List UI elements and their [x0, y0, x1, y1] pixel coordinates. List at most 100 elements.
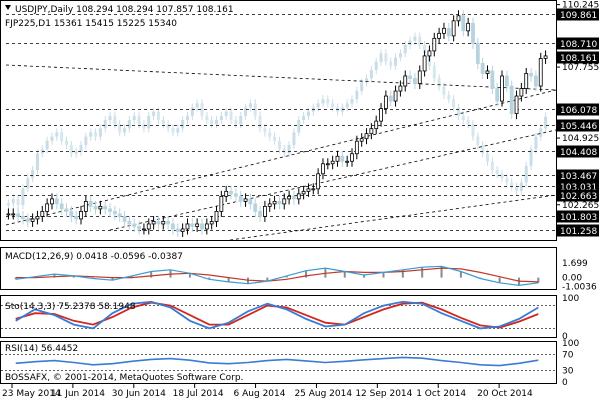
fjp225-candle — [287, 145, 291, 154]
x-tick-label: 11 Jun 2014 — [51, 389, 105, 399]
fjp225-candle — [11, 199, 15, 204]
fjp225-candle — [35, 153, 39, 170]
usdjpy-candle — [151, 221, 156, 225]
usdjpy-candle — [88, 200, 93, 207]
level-label-box — [557, 224, 599, 237]
usdjpy-candle — [393, 90, 398, 102]
main-tick-label: 110.245 — [562, 1, 599, 11]
level-label-box — [557, 169, 599, 182]
level-label-box — [557, 189, 599, 202]
fjp225-candle — [355, 90, 359, 100]
usdjpy-candle — [519, 88, 524, 97]
fjp225-candle — [519, 182, 523, 191]
fjp225-candle — [379, 53, 383, 62]
usdjpy-candle — [6, 213, 11, 216]
level-label: 101.803 — [560, 213, 597, 223]
usdjpy-candle — [350, 153, 354, 162]
usdjpy-candle — [229, 190, 233, 195]
trendline-upper — [5, 64, 557, 91]
fjp225-candle — [142, 124, 146, 129]
fjp225-candle — [6, 203, 10, 206]
usdjpy-candle — [379, 108, 383, 122]
usdjpy-candle — [437, 32, 442, 39]
fjp225-candle — [127, 120, 131, 129]
fjp225-candle — [452, 99, 456, 108]
fjp225-candle — [277, 140, 281, 150]
fjp225-candle — [156, 111, 160, 120]
fjp225-candle — [50, 136, 54, 141]
usdjpy-candle — [180, 228, 185, 232]
trendline-channel-top — [5, 89, 557, 226]
usdjpy-candle — [185, 223, 190, 230]
fjp225-candle — [418, 36, 422, 45]
usdjpy-candle — [369, 128, 374, 135]
collapse-triangle-icon[interactable] — [5, 5, 11, 10]
fjp225-candle — [181, 120, 185, 129]
usdjpy-candle — [383, 95, 388, 109]
fjp225-candle — [466, 120, 470, 125]
fjp225-candle — [471, 124, 475, 137]
fjp225-candle — [544, 116, 548, 129]
fjp225-candle — [190, 107, 194, 116]
usdjpy-candle — [243, 198, 248, 202]
fjp225-candle — [456, 107, 460, 116]
fjp225-candle — [16, 199, 20, 205]
usdjpy-candle — [258, 211, 262, 217]
x-tick-label: 25 Aug 2014 — [294, 389, 352, 399]
fjp225-candle — [74, 151, 78, 154]
fjp225-candle — [515, 186, 519, 191]
usdjpy-candle — [171, 223, 175, 230]
fjp225-candle — [476, 136, 480, 145]
fjp225-candle — [79, 145, 83, 152]
rsi-tick-label: 0 — [562, 378, 568, 388]
usdjpy-candle — [509, 85, 514, 115]
usdjpy-candle — [301, 190, 306, 195]
usdjpy-candle — [209, 221, 214, 225]
rsi-panel-frame — [0, 341, 557, 384]
usdjpy-candle — [224, 190, 229, 197]
horizontal-levels — [6, 14, 556, 231]
usdjpy-candle — [422, 55, 427, 72]
usdjpy-candle — [64, 208, 69, 212]
usdjpy-candle — [54, 198, 59, 205]
usdjpy-candle — [93, 205, 98, 210]
usdjpy-candle — [388, 95, 393, 102]
rsi-series — [1, 354, 556, 371]
fjp225-candle — [84, 136, 88, 145]
usdjpy-candle — [446, 27, 451, 37]
fjp225-candle — [331, 103, 335, 108]
fjp225-candle — [176, 128, 180, 133]
level-label: 105.446 — [560, 122, 597, 132]
fjp225-candle — [219, 115, 223, 120]
fjp225-candle — [529, 149, 533, 166]
fjp225-candle — [69, 145, 73, 154]
usdjpy-candle — [127, 221, 132, 225]
level-label-box — [557, 103, 599, 116]
usdjpy-candle — [432, 37, 437, 52]
usdjpy-candle — [306, 188, 311, 192]
x-tick-label: 23 May 2014 — [2, 389, 61, 399]
macd-panel-frame — [0, 247, 557, 290]
fjp225-candle — [60, 132, 64, 141]
usdjpy-candle — [325, 163, 330, 166]
trendline-channel-bottom — [229, 194, 557, 241]
usdjpy-candle — [214, 211, 219, 222]
usdjpy-candle — [272, 200, 277, 205]
fjp225-candle — [64, 140, 68, 145]
usdjpy-candle — [359, 138, 364, 142]
x-tick-label: 6 Aug 2014 — [234, 389, 286, 399]
macd-tick-label: 0.00 — [562, 274, 582, 284]
usdjpy-candle — [253, 203, 258, 212]
fjp225-candle — [161, 120, 165, 125]
level-label: 103.031 — [560, 183, 597, 193]
usdjpy-candle — [267, 203, 272, 207]
level-label: 102.663 — [560, 192, 597, 202]
fjp225-candle — [258, 115, 262, 129]
level-label-box — [557, 210, 599, 223]
level-label: 104.408 — [560, 148, 597, 158]
fjp225-candle — [195, 103, 199, 108]
usdjpy-candle — [461, 15, 466, 32]
